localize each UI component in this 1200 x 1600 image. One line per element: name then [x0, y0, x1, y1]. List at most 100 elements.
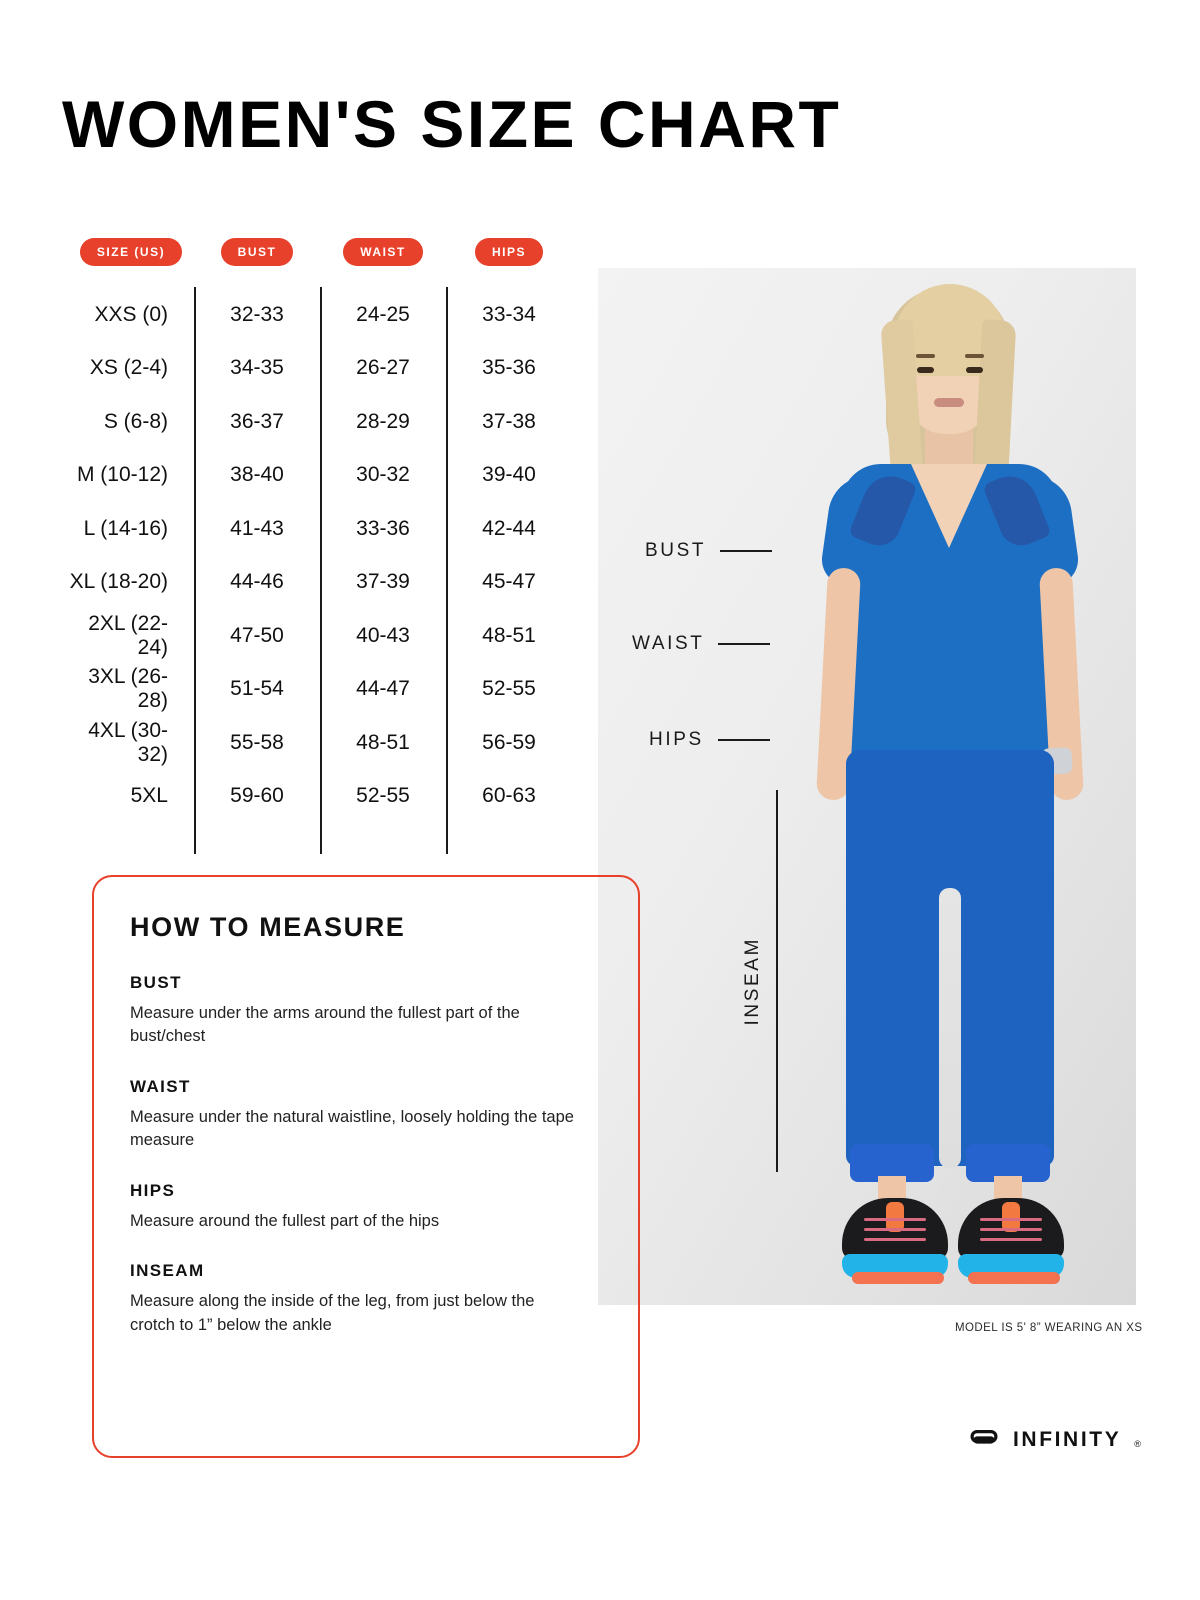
how-to-measure-content: HOW TO MEASURE BUST Measure under the ar…	[130, 912, 600, 1337]
callout-waist: WAIST	[632, 633, 771, 655]
cell-hips: 42-44	[446, 500, 572, 587]
table-header-row: SIZE (US) BUST WAIST HIPS	[68, 238, 574, 266]
measure-term-hips: HIPS	[130, 1180, 176, 1200]
shoe-lace	[864, 1218, 926, 1221]
cell-bust: 51-54	[194, 661, 320, 748]
measure-term-waist: WAIST	[130, 1076, 191, 1096]
cell-hips: 45-47	[446, 554, 572, 641]
cell-waist: 44-47	[320, 661, 446, 748]
header-cell-size: SIZE (US)	[68, 238, 194, 266]
cell-bust: 59-60	[194, 768, 320, 855]
cell-size: 4XL (30-32)	[88, 718, 168, 766]
brand-trademark: ®	[1134, 1439, 1141, 1449]
table-row: XL (18-20) 44-46 37-39 45-47	[68, 554, 574, 641]
table-row: XXS (0) 32-33 24-25 33-34	[68, 286, 574, 373]
cell-waist: 37-39	[320, 554, 446, 641]
cell-size: 3XL (26-28)	[88, 665, 168, 713]
shoe-lace	[864, 1228, 926, 1231]
cell-bust: 36-37	[194, 393, 320, 480]
header-pill-hips: HIPS	[474, 238, 543, 266]
callout-leader-line	[718, 643, 771, 645]
model-shoe-left	[842, 1198, 948, 1284]
shoe-lace	[980, 1218, 1042, 1221]
cell-size: XS (2-4)	[89, 356, 168, 380]
cell-hips: 56-59	[446, 714, 572, 801]
cell-waist: 48-51	[320, 714, 446, 801]
cell-size: S (6-8)	[103, 409, 168, 433]
header-pill-size: SIZE (US)	[79, 238, 183, 266]
callout-waist-label: WAIST	[632, 633, 705, 654]
callout-inseam: INSEAM	[742, 790, 778, 1172]
cell-bust: 34-35	[194, 340, 320, 427]
model-cuff-left	[850, 1144, 934, 1182]
measure-term-bust: BUST	[130, 973, 182, 992]
shoe-lace	[980, 1238, 1042, 1241]
model-eye-left	[917, 367, 934, 373]
model-ankle-left	[878, 1176, 906, 1202]
brand-logo: INFINITY ®	[968, 1428, 1141, 1452]
table-row: 4XL (30-32) 55-58 48-51 56-59	[68, 714, 574, 801]
callout-hips: HIPS	[649, 729, 770, 751]
cell-hips: 52-55	[446, 661, 572, 748]
cell-waist: 52-55	[320, 768, 446, 855]
callout-inseam-label: INSEAM	[742, 936, 763, 1026]
cell-waist: 28-29	[320, 393, 446, 480]
cell-waist: 33-36	[320, 500, 446, 587]
cell-bust: 32-33	[194, 286, 320, 373]
how-to-measure-box	[92, 875, 640, 1458]
brand-wordmark: INFINITY	[1013, 1428, 1122, 1451]
table-row: M (10-12) 38-40 30-32 39-40	[68, 447, 574, 534]
cell-hips: 60-63	[446, 768, 572, 855]
shoe-sole-coral	[852, 1272, 944, 1284]
measure-desc-waist: Measure under the natural waistline, loo…	[130, 1107, 574, 1150]
cell-waist: 26-27	[320, 340, 446, 427]
table-row: S (6-8) 36-37 28-29 37-38	[68, 393, 574, 480]
cell-waist: 30-32	[320, 447, 446, 534]
model-cuff-right	[966, 1144, 1050, 1182]
table-row: L (14-16) 41-43 33-36 42-44	[68, 500, 574, 587]
model-caption: MODEL IS 5' 8” WEARING AN XS	[955, 1322, 1143, 1334]
table-row: 2XL (22-24) 47-50 40-43 48-51	[68, 607, 574, 694]
header-cell-bust: BUST	[194, 238, 320, 266]
cell-size: XXS (0)	[94, 302, 168, 326]
measure-term-inseam: INSEAM	[130, 1261, 205, 1281]
shoe-tongue	[886, 1202, 904, 1232]
shoe-tongue	[1002, 1202, 1020, 1232]
shoe-sole-coral	[968, 1272, 1060, 1284]
cell-waist: 40-43	[320, 607, 446, 694]
table-row: XS (2-4) 34-35 26-27 35-36	[68, 340, 574, 427]
model-shoe-right	[958, 1198, 1064, 1284]
table-row: 3XL (26-28) 51-54 44-47 52-55	[68, 661, 574, 748]
measure-desc-inseam: Measure along the inside of the leg, fro…	[130, 1292, 535, 1334]
cell-size: 2XL (22-24)	[88, 611, 168, 659]
header-pill-bust: BUST	[220, 238, 294, 266]
callout-inseam-line	[776, 790, 778, 1172]
model-figure	[598, 268, 1136, 1305]
model-photo-panel	[598, 268, 1136, 1305]
callout-bust-label: BUST	[645, 540, 707, 561]
model-ankle-right	[994, 1176, 1022, 1202]
model-brow-right	[965, 354, 984, 358]
cell-size: 5XL	[130, 784, 168, 808]
cell-bust: 55-58	[194, 714, 320, 801]
cell-hips: 39-40	[446, 447, 572, 534]
shoe-lace	[980, 1228, 1042, 1231]
cell-hips: 48-51	[446, 607, 572, 694]
cell-size: M (10-12)	[76, 463, 168, 487]
model-lips	[934, 398, 964, 407]
header-cell-hips: HIPS	[446, 238, 572, 266]
infinity-mark-icon	[968, 1429, 1000, 1451]
header-cell-waist: WAIST	[320, 238, 446, 266]
shoe-lace	[864, 1238, 926, 1241]
cell-size: L (14-16)	[83, 516, 168, 540]
model-brow-left	[916, 354, 935, 358]
cell-hips: 35-36	[446, 340, 572, 427]
size-chart-table: SIZE (US) BUST WAIST HIPS XXS (0) 32-33 …	[68, 238, 574, 855]
cell-waist: 24-25	[320, 286, 446, 373]
page-title: WOMEN'S SIZE CHART	[62, 87, 842, 161]
cell-hips: 37-38	[446, 393, 572, 480]
cell-bust: 41-43	[194, 500, 320, 587]
cell-size: XL (18-20)	[69, 570, 168, 594]
how-to-measure-title: HOW TO MEASURE	[130, 912, 406, 942]
measure-desc-bust: Measure under the arms around the fulles…	[130, 1004, 520, 1046]
